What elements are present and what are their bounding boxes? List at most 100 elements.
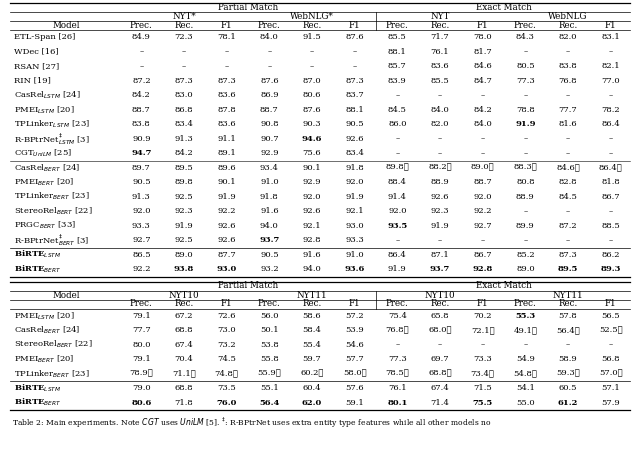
Text: 69.7: 69.7 — [431, 355, 449, 363]
Text: –: – — [524, 207, 527, 215]
Text: –: – — [609, 149, 612, 157]
Text: CasRel$_{BERT}$ [24]: CasRel$_{BERT}$ [24] — [14, 162, 81, 173]
Text: –: – — [353, 62, 356, 70]
Text: Rec.: Rec. — [430, 300, 450, 309]
Text: 86.4: 86.4 — [388, 251, 406, 259]
Text: TPLinker$_{LSTM}$ [23]: TPLinker$_{LSTM}$ [23] — [14, 119, 90, 130]
Text: StereoRel$_{BERT}$ [22]: StereoRel$_{BERT}$ [22] — [14, 205, 93, 217]
Text: 55.4: 55.4 — [303, 341, 321, 349]
Text: 58.6: 58.6 — [303, 312, 321, 320]
Text: 84.2: 84.2 — [132, 91, 150, 99]
Text: F1: F1 — [221, 21, 232, 30]
Text: 72.3: 72.3 — [175, 33, 193, 41]
Text: 73.2: 73.2 — [218, 341, 236, 349]
Text: 92.6: 92.6 — [218, 222, 236, 230]
Text: 83.7: 83.7 — [346, 91, 364, 99]
Text: BiRTE$_{BERT}$: BiRTE$_{BERT}$ — [14, 397, 61, 408]
Text: NYT11: NYT11 — [553, 291, 583, 300]
Text: 61.2: 61.2 — [558, 399, 578, 407]
Text: ETL-Span [26]: ETL-Span [26] — [14, 33, 76, 41]
Text: 78.8: 78.8 — [516, 106, 534, 114]
Text: 53.9: 53.9 — [346, 326, 364, 334]
Text: 73.3: 73.3 — [474, 355, 492, 363]
Text: F1: F1 — [349, 21, 360, 30]
Text: Exact Match: Exact Match — [476, 3, 532, 12]
Text: 93.2: 93.2 — [260, 265, 278, 273]
Text: 84.2: 84.2 — [175, 149, 193, 157]
Text: 93.7: 93.7 — [259, 236, 280, 244]
Text: 87.7: 87.7 — [218, 251, 236, 259]
Text: –: – — [353, 48, 356, 56]
Text: 87.6: 87.6 — [260, 77, 278, 85]
Text: F1: F1 — [477, 21, 488, 30]
Text: 77.7: 77.7 — [559, 106, 577, 114]
Text: PMEI$_{BERT}$ [20]: PMEI$_{BERT}$ [20] — [14, 177, 74, 188]
Text: 89.3: 89.3 — [600, 265, 621, 273]
Text: 91.9: 91.9 — [388, 265, 406, 273]
Text: 78.0: 78.0 — [474, 33, 492, 41]
Text: 93.6: 93.6 — [344, 265, 365, 273]
Text: –: – — [396, 341, 399, 349]
Text: 73.5: 73.5 — [218, 384, 236, 392]
Text: 92.9: 92.9 — [260, 149, 278, 157]
Text: 91.8: 91.8 — [260, 193, 278, 201]
Text: 89.1: 89.1 — [218, 149, 236, 157]
Text: 74.8★: 74.8★ — [215, 370, 239, 378]
Text: 77.3: 77.3 — [388, 355, 406, 363]
Text: –: – — [225, 48, 228, 56]
Text: 89.5: 89.5 — [175, 164, 193, 172]
Text: 92.6: 92.6 — [303, 207, 321, 215]
Text: 93.5: 93.5 — [387, 222, 408, 230]
Text: 71.4: 71.4 — [431, 399, 449, 407]
Text: 87.2: 87.2 — [559, 222, 577, 230]
Text: 90.7: 90.7 — [260, 135, 278, 143]
Text: 87.2: 87.2 — [132, 77, 150, 85]
Text: –: – — [609, 135, 612, 143]
Text: Prec.: Prec. — [386, 21, 409, 30]
Text: –: – — [438, 341, 442, 349]
Text: 81.7: 81.7 — [474, 48, 492, 56]
Text: 68.8★: 68.8★ — [428, 370, 452, 378]
Text: 91.0: 91.0 — [346, 251, 364, 259]
Text: 89.9: 89.9 — [516, 222, 534, 230]
Text: –: – — [182, 62, 186, 70]
Text: 56.5: 56.5 — [602, 312, 620, 320]
Text: Rec.: Rec. — [430, 21, 450, 30]
Text: 85.2: 85.2 — [516, 251, 534, 259]
Text: 88.2★: 88.2★ — [428, 164, 452, 172]
Text: 71.5: 71.5 — [474, 384, 492, 392]
Text: RIN [19]: RIN [19] — [14, 77, 51, 85]
Text: 88.7: 88.7 — [132, 106, 150, 114]
Text: 58.4: 58.4 — [303, 326, 321, 334]
Text: 90.9: 90.9 — [132, 135, 150, 143]
Text: NYT: NYT — [430, 12, 450, 21]
Text: 84.0: 84.0 — [431, 106, 449, 114]
Text: 92.0: 92.0 — [132, 207, 150, 215]
Text: 56.8: 56.8 — [602, 355, 620, 363]
Text: 72.1★: 72.1★ — [471, 326, 495, 334]
Text: 83.4: 83.4 — [175, 120, 193, 128]
Text: 84.3: 84.3 — [516, 33, 535, 41]
Text: 86.7: 86.7 — [474, 251, 492, 259]
Text: –: – — [566, 149, 570, 157]
Text: 91.6: 91.6 — [260, 207, 278, 215]
Text: F1: F1 — [349, 300, 360, 309]
Text: 84.5: 84.5 — [388, 106, 407, 114]
Text: –: – — [396, 135, 399, 143]
Text: 80.8: 80.8 — [516, 178, 534, 186]
Text: 59.7: 59.7 — [303, 355, 321, 363]
Text: –: – — [524, 236, 527, 244]
Text: 83.8: 83.8 — [132, 120, 150, 128]
Text: Prec.: Prec. — [514, 21, 537, 30]
Text: PMEI$_{BERT}$ [20]: PMEI$_{BERT}$ [20] — [14, 354, 74, 365]
Text: 91.0: 91.0 — [260, 178, 278, 186]
Text: 87.3: 87.3 — [175, 77, 193, 85]
Text: 92.7: 92.7 — [474, 222, 492, 230]
Text: 55.8: 55.8 — [260, 355, 278, 363]
Text: 86.4★: 86.4★ — [599, 164, 623, 172]
Text: BiRTE$_{LSTM}$: BiRTE$_{LSTM}$ — [14, 382, 61, 394]
Text: 92.8: 92.8 — [303, 236, 321, 244]
Text: 89.0: 89.0 — [175, 251, 193, 259]
Text: Rec.: Rec. — [302, 21, 322, 30]
Text: R-BPtrNet$_{LSTM}^{\ddagger}$ [3]: R-BPtrNet$_{LSTM}^{\ddagger}$ [3] — [14, 131, 90, 146]
